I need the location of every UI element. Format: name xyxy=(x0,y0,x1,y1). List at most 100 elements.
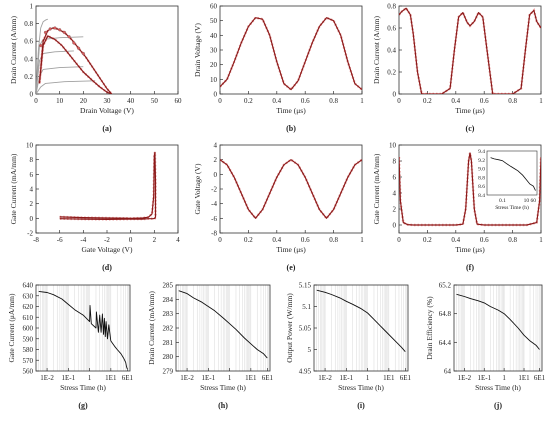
y-tick-label: 4 xyxy=(393,190,397,198)
x-axis-label: Time (μs) xyxy=(276,106,306,115)
data-point xyxy=(72,41,76,45)
data-point xyxy=(77,46,81,50)
y-axis-label: Output Power (W/mm) xyxy=(285,293,294,363)
x-tick-label: -4 xyxy=(80,236,86,244)
panel-h-plot xyxy=(178,290,268,359)
panel-e: 0 0.2 0.4 0.6 0.8 1 -8 -6 -4 -2 0 2 4 Time (μs) Gate V… xyxy=(193,142,364,273)
inset-x-tick-label: 10 60 xyxy=(524,198,537,204)
x-tick-label: 4 xyxy=(176,236,180,244)
x-tick-label: -6 xyxy=(57,236,63,244)
y-tick-label: 65.2 xyxy=(439,282,452,290)
y-tick-label: 0.6 xyxy=(24,38,33,46)
x-tick-label: 1E-1 xyxy=(340,374,354,382)
panel-a: 0 10 20 30 40 50 60 0 0.2 0.4 0.6 0.8 1 Drain Voltage… xyxy=(9,3,182,134)
inset-y-tick-label: 9.0 xyxy=(478,167,485,173)
y-tick-label: 590 xyxy=(23,335,34,343)
panel-a-frame xyxy=(35,5,179,95)
simulated-series-line xyxy=(59,152,157,221)
x-axis-label: Drain Voltage (V) xyxy=(80,106,134,115)
y-axis-label: Drain Efficiency (%) xyxy=(425,296,434,360)
simulated-series-line xyxy=(220,158,362,221)
y-tick-label: 8 xyxy=(393,158,397,166)
series-line xyxy=(36,18,48,94)
x-tick-label: 6E1 xyxy=(122,374,134,382)
y-tick-label: 285 xyxy=(163,282,174,290)
x-tick-label: 1E1 xyxy=(105,374,117,382)
y-tick-label: 5.05 xyxy=(299,325,312,333)
x-tick-label: 0.2 xyxy=(244,236,253,244)
y-tick-label: 0.8 xyxy=(387,3,396,11)
x-tick-label: 0 xyxy=(397,97,401,105)
y-tick-label: -4 xyxy=(211,200,217,208)
y-tick-label: 580 xyxy=(23,346,34,354)
series-line xyxy=(36,36,84,94)
series-line xyxy=(36,66,84,94)
y-tick-label: 630 xyxy=(23,292,34,300)
x-axis-label: Stress Time (h) xyxy=(338,383,384,392)
y-tick-label: -2 xyxy=(27,230,33,238)
x-tick-label: 0.4 xyxy=(451,97,460,105)
x-tick-label: 0.2 xyxy=(244,97,253,105)
panel-label: (g) xyxy=(78,401,88,410)
panel-label: (e) xyxy=(287,263,296,272)
x-axis-label: Stress Time (h) xyxy=(200,383,246,392)
y-tick-label: 0.4 xyxy=(24,55,33,63)
y-tick-label: 283 xyxy=(163,310,174,318)
panel-h-grid xyxy=(178,285,270,371)
data-point xyxy=(81,51,85,56)
x-tick-label: 0.4 xyxy=(272,97,281,105)
y-tick-label: 5 xyxy=(308,346,312,354)
series-line xyxy=(456,293,540,350)
panel-e-plot xyxy=(220,158,362,221)
inset-x-axis-label: Stress Time (h) xyxy=(495,204,529,211)
x-tick-label: 6E1 xyxy=(400,374,412,382)
panel-j-plot xyxy=(456,293,540,350)
y-tick-label: -6 xyxy=(211,215,217,223)
panel-label: (f) xyxy=(466,263,474,272)
y-tick-label: 20 xyxy=(210,61,218,69)
y-tick-label: 6 xyxy=(393,174,397,182)
y-tick-label: 10 xyxy=(389,142,397,150)
panel-h: 1E-2 1E-1 1 1E1 6E1 279 280 281 282 283 284 285 Stre… xyxy=(147,282,273,411)
y-axis-label: Gate Voltage (V) xyxy=(193,163,202,214)
inset-y-tick-label: 8.8 xyxy=(478,175,485,181)
series-line xyxy=(38,27,113,94)
panel-a-plot xyxy=(36,18,113,94)
inset-frame xyxy=(486,150,538,196)
y-tick-label: 281 xyxy=(163,339,174,347)
panel-label: (a) xyxy=(102,124,112,133)
y-tick-label: 0.2 xyxy=(24,73,33,81)
panel-e-frame xyxy=(219,144,363,234)
y-tick-label: 64.8 xyxy=(439,310,452,318)
y-tick-label: 0 xyxy=(393,91,397,99)
y-axis-label: Drain Voltage (V) xyxy=(193,23,202,77)
x-axis-label: Time (μs) xyxy=(455,106,485,115)
y-tick-label: 600 xyxy=(23,325,34,333)
x-tick-label: 50 xyxy=(151,97,159,105)
y-tick-label: 1 xyxy=(30,3,34,11)
simulated-series-line xyxy=(399,6,541,94)
x-tick-label: 0 xyxy=(129,236,133,244)
panel-b-plot xyxy=(220,16,362,92)
data-point xyxy=(67,35,71,39)
x-tick-label: 0 xyxy=(218,97,222,105)
panel-i-plot xyxy=(316,289,406,352)
x-tick-label: 1 xyxy=(228,374,232,382)
y-tick-label: 0.8 xyxy=(24,20,33,28)
y-tick-label: 50 xyxy=(210,17,218,25)
y-tick-label: 6 xyxy=(30,171,34,179)
y-tick-label: 2 xyxy=(214,156,218,164)
y-tick-label: 5.1 xyxy=(302,303,311,311)
series-line xyxy=(59,151,157,220)
y-tick-label: 282 xyxy=(163,325,174,333)
data-point xyxy=(39,44,43,48)
panel-f-plot xyxy=(399,152,541,227)
y-tick-label: 560 xyxy=(23,368,34,376)
x-tick-label: 1E-1 xyxy=(202,374,216,382)
y-tick-label: 570 xyxy=(23,357,34,365)
x-tick-label: 20 xyxy=(80,97,88,105)
panel-j-grid xyxy=(456,285,542,371)
x-axis-label: Time (μs) xyxy=(455,245,485,254)
